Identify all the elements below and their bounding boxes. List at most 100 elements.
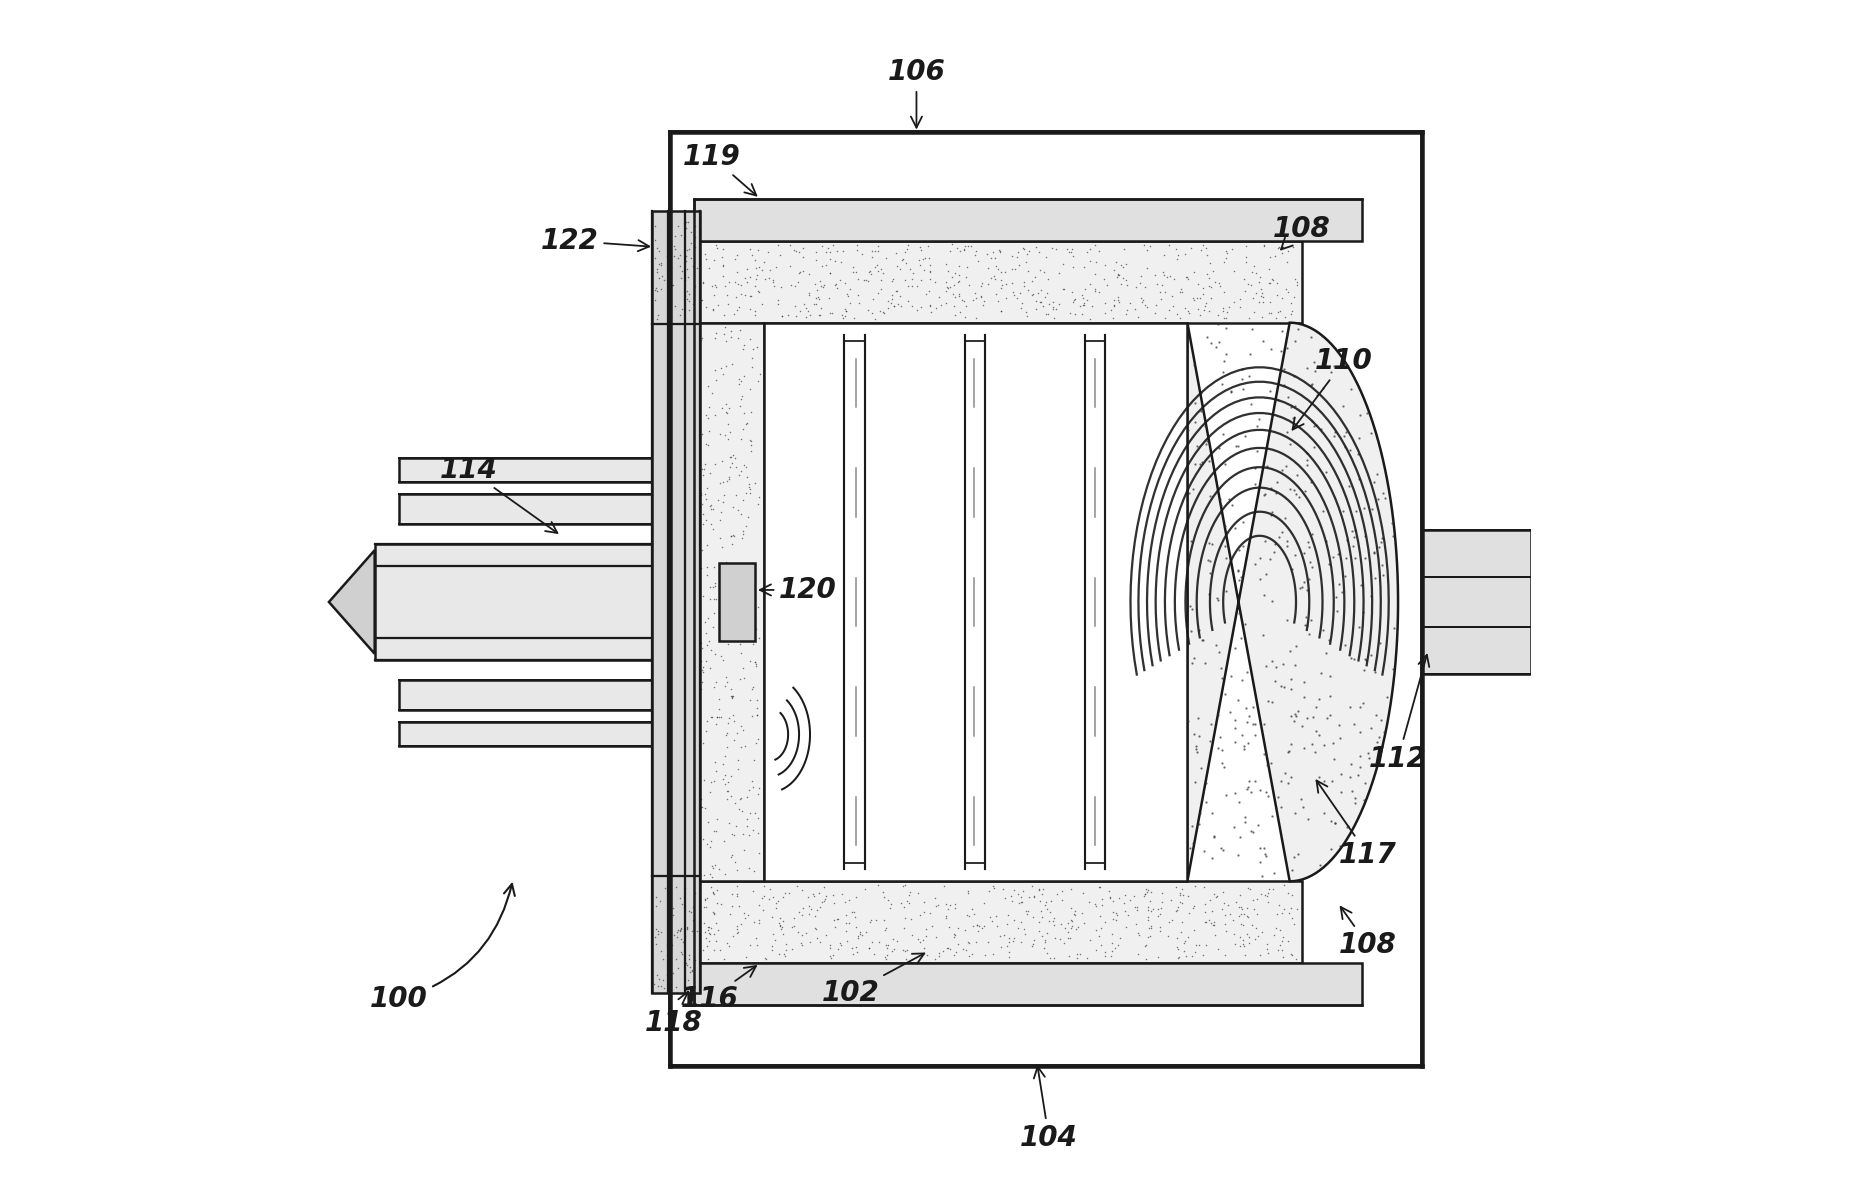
Point: [696, 500, 726, 519]
Point: [1190, 238, 1220, 258]
Point: [680, 228, 709, 247]
Point: [706, 510, 735, 530]
Text: 102: 102: [821, 954, 925, 1008]
Point: [821, 276, 851, 295]
Point: [1211, 241, 1240, 260]
Point: [906, 241, 936, 260]
Point: [706, 502, 735, 521]
Point: [665, 921, 695, 940]
Point: [1062, 949, 1092, 968]
Point: [1103, 265, 1133, 284]
Point: [1047, 881, 1077, 901]
Point: [1036, 891, 1066, 910]
Point: [730, 517, 760, 536]
Point: [1133, 241, 1162, 260]
Point: [928, 942, 958, 961]
Point: [667, 261, 696, 281]
Point: [687, 466, 717, 485]
Point: [1131, 885, 1161, 904]
Point: [1101, 267, 1131, 287]
Point: [787, 936, 817, 955]
Point: [1183, 299, 1213, 318]
Point: [1018, 934, 1047, 954]
Point: [752, 950, 782, 969]
Point: [938, 284, 967, 303]
Point: [726, 716, 756, 736]
Point: [680, 216, 709, 235]
Point: [691, 244, 721, 264]
Point: [990, 262, 1019, 282]
Point: [951, 940, 980, 960]
Point: [743, 690, 773, 709]
Point: [1103, 290, 1133, 309]
Point: [700, 821, 730, 840]
Point: [839, 258, 869, 277]
Point: [1133, 897, 1162, 916]
Point: [1003, 885, 1032, 904]
Point: [899, 264, 928, 283]
Point: [906, 255, 936, 275]
Point: [1027, 279, 1057, 299]
Point: [886, 893, 916, 913]
Point: [1174, 303, 1203, 323]
Point: [741, 653, 771, 672]
Point: [1105, 889, 1135, 908]
Point: [1190, 913, 1220, 932]
Point: [1138, 899, 1168, 919]
Point: [680, 884, 709, 903]
Point: [897, 277, 927, 296]
Point: [717, 848, 747, 867]
Point: [687, 586, 717, 606]
Point: [685, 944, 715, 963]
Point: [791, 299, 821, 318]
Point: [1086, 896, 1116, 915]
Point: [1096, 887, 1125, 907]
Point: [735, 691, 765, 710]
Point: [743, 371, 773, 390]
Point: [763, 290, 793, 309]
Point: [698, 925, 728, 944]
Point: [670, 271, 700, 290]
Point: [717, 786, 747, 805]
Point: [717, 454, 747, 473]
Point: [734, 905, 763, 925]
Point: [700, 603, 730, 622]
Point: [1110, 305, 1140, 324]
Point: [730, 455, 760, 474]
Point: [832, 913, 862, 932]
Point: [700, 856, 730, 875]
Point: [1255, 293, 1285, 312]
Point: [825, 933, 854, 952]
Point: [1263, 273, 1292, 293]
Point: [1099, 909, 1129, 928]
Point: [717, 845, 747, 864]
Point: [1276, 305, 1305, 324]
Point: [973, 275, 1003, 294]
Point: [732, 562, 761, 582]
Bar: [399, 722, 652, 746]
Point: [743, 706, 773, 725]
Point: [928, 877, 958, 896]
Point: [1021, 291, 1051, 311]
Point: [1220, 934, 1250, 954]
Point: [808, 277, 838, 296]
Point: [782, 877, 812, 896]
Point: [689, 504, 719, 524]
Point: [735, 430, 765, 449]
Point: [862, 910, 891, 929]
Point: [1246, 945, 1276, 964]
Point: [1253, 260, 1283, 279]
Point: [1177, 288, 1207, 307]
Bar: [399, 458, 652, 482]
Point: [1057, 240, 1086, 259]
Point: [1253, 879, 1283, 898]
Point: [1081, 265, 1110, 284]
Point: [695, 464, 724, 483]
Point: [1016, 877, 1045, 896]
Point: [1105, 265, 1135, 284]
Point: [1263, 237, 1292, 256]
Point: [656, 301, 685, 320]
Point: [717, 686, 747, 706]
Point: [1183, 288, 1213, 307]
Point: [719, 706, 748, 725]
